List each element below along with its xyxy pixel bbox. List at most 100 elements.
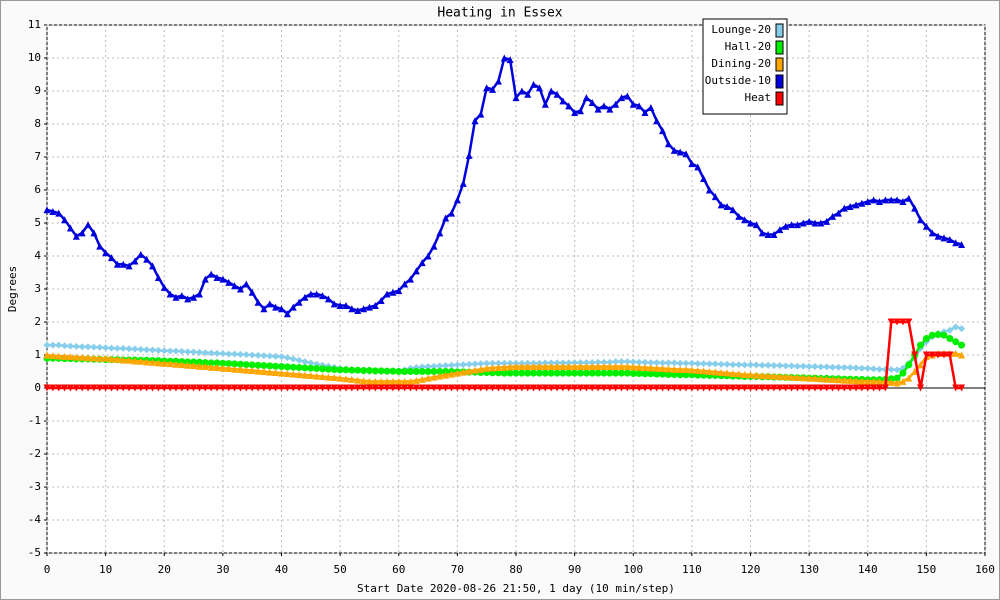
point (336, 384, 344, 392)
point (365, 377, 373, 385)
point (260, 384, 268, 392)
point (629, 369, 637, 377)
point (131, 384, 139, 392)
point (154, 273, 162, 281)
point (336, 374, 344, 382)
point (55, 384, 63, 392)
point (811, 374, 819, 382)
point (149, 358, 157, 366)
point (881, 196, 889, 204)
point (266, 352, 274, 360)
y-tick-label: 7 (34, 150, 41, 163)
point (659, 370, 667, 378)
point (307, 384, 315, 392)
point (729, 206, 737, 214)
point (395, 368, 403, 375)
point (582, 94, 590, 102)
point (905, 361, 913, 369)
point (330, 384, 338, 392)
point (49, 384, 57, 392)
point (917, 361, 925, 369)
point (178, 361, 186, 369)
point (78, 353, 86, 361)
point (442, 362, 450, 370)
point (682, 371, 690, 379)
x-tick-label: 60 (392, 563, 405, 576)
point (576, 359, 584, 367)
point (852, 384, 860, 392)
point (494, 359, 502, 367)
point (659, 127, 667, 135)
point (207, 363, 215, 371)
point (248, 288, 256, 296)
point (278, 305, 285, 313)
point (324, 373, 332, 381)
point (412, 384, 420, 392)
point (887, 318, 895, 326)
point (752, 221, 760, 229)
point (535, 384, 543, 392)
point (107, 355, 115, 363)
point (735, 361, 743, 369)
point (383, 384, 391, 392)
point (752, 384, 760, 392)
point (506, 363, 514, 371)
point (741, 370, 749, 378)
point (518, 363, 526, 371)
point (553, 369, 561, 377)
legend-label: Hall-20 (725, 40, 771, 53)
point (694, 360, 702, 368)
point (688, 366, 696, 374)
point (764, 231, 772, 239)
point (641, 384, 649, 392)
point (307, 290, 315, 298)
point (635, 369, 643, 377)
point (377, 384, 385, 392)
point (430, 242, 438, 250)
point (788, 384, 796, 392)
point (664, 384, 672, 392)
point (811, 384, 819, 392)
point (342, 375, 350, 383)
point (201, 275, 209, 283)
point (348, 366, 356, 374)
point (324, 384, 332, 392)
point (612, 384, 620, 392)
point (688, 359, 696, 367)
point (571, 384, 579, 392)
point (395, 377, 403, 385)
point (858, 199, 866, 207)
point (623, 384, 631, 392)
point (489, 364, 497, 372)
point (272, 303, 280, 311)
point (371, 367, 379, 375)
point (383, 377, 391, 385)
point (741, 361, 749, 369)
point (377, 297, 385, 305)
point (313, 384, 321, 392)
x-axis-label: Start Date 2020-08-26 21:50, 1 day (10 m… (357, 582, 675, 595)
point (278, 353, 285, 361)
point (330, 373, 338, 381)
point (641, 358, 649, 366)
point (266, 384, 274, 392)
point (184, 295, 192, 303)
point (934, 351, 942, 359)
point (917, 216, 925, 224)
point (90, 354, 98, 362)
y-axis-label: Degrees (6, 266, 19, 312)
point (782, 222, 790, 230)
point (676, 359, 684, 367)
point (494, 369, 502, 377)
point (647, 384, 655, 392)
point (453, 361, 461, 369)
point (313, 372, 321, 380)
point (307, 371, 315, 379)
point (664, 365, 672, 373)
point (606, 384, 614, 392)
point (723, 384, 731, 392)
point (553, 359, 561, 367)
point (477, 384, 485, 392)
point (149, 384, 157, 392)
